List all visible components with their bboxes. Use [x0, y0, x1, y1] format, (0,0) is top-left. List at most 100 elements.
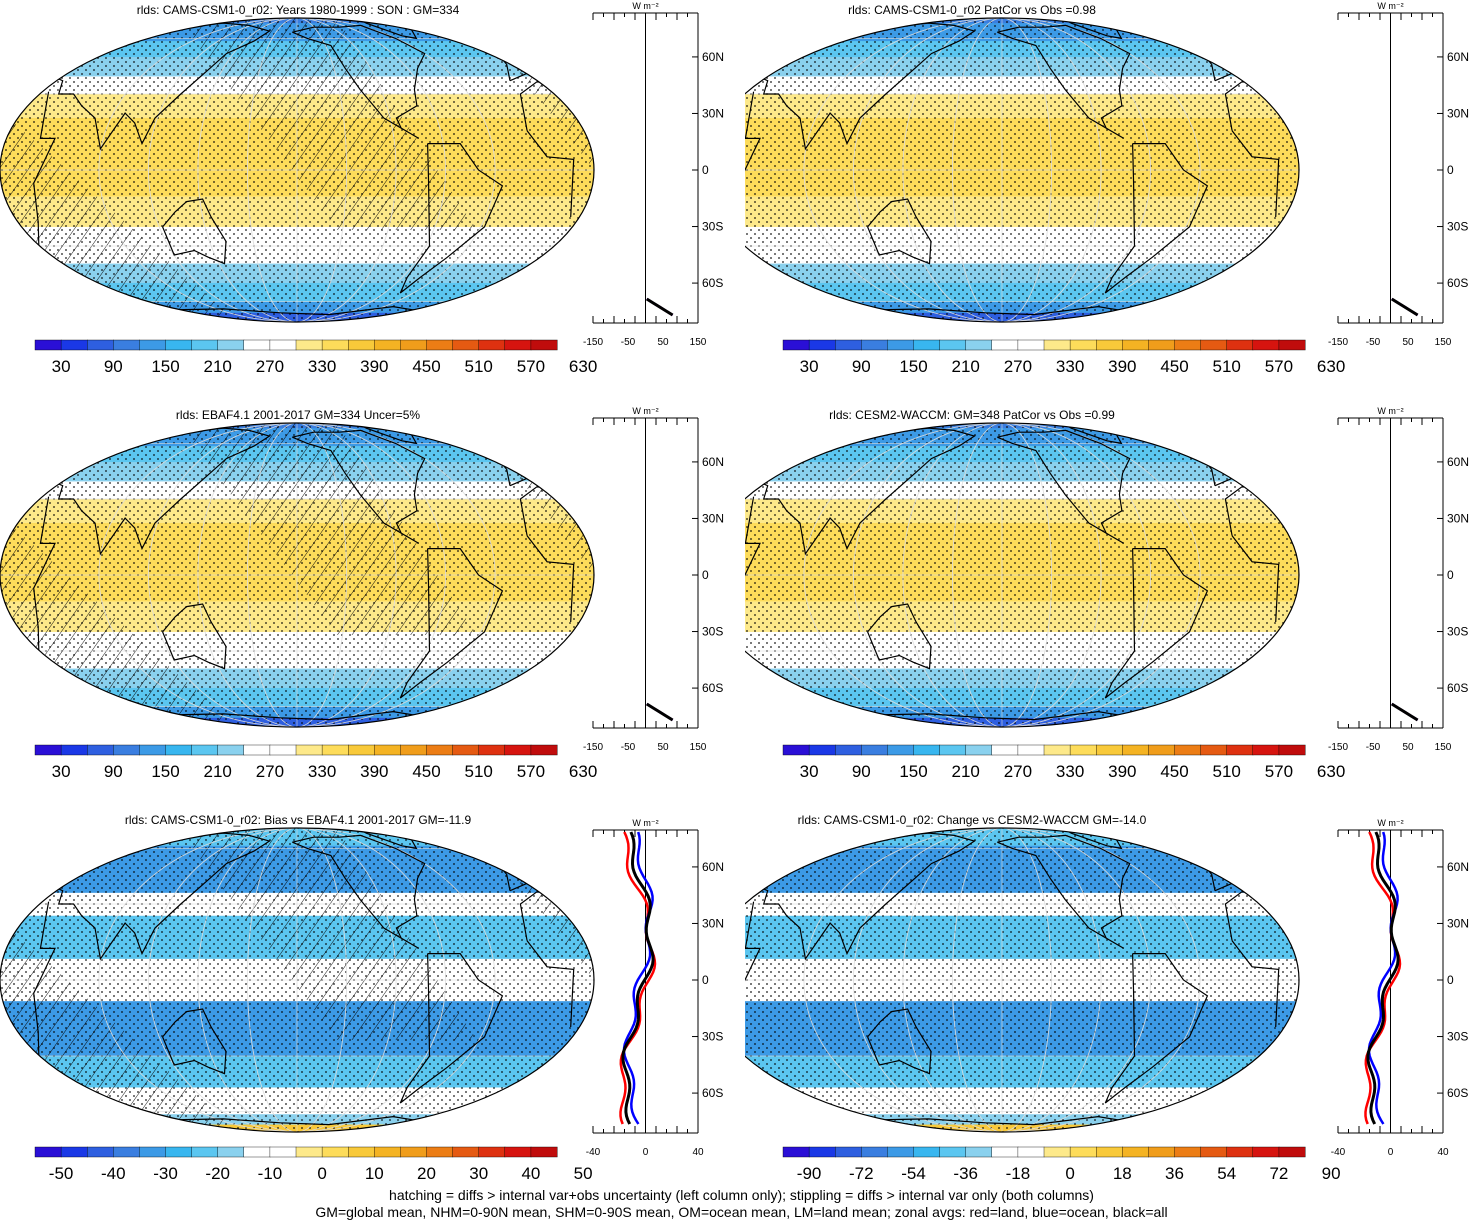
colorbar-swatch	[939, 339, 967, 351]
colorbar-label: 50	[574, 1164, 593, 1183]
colorbar-swatch	[60, 339, 88, 351]
colorbar-swatch	[1043, 744, 1071, 756]
profile-lat-label: 60S	[1447, 681, 1468, 695]
colorbar-label: 570	[517, 357, 545, 376]
profile-lat-label: 30N	[1447, 106, 1469, 120]
colorbar-swatch	[191, 1146, 219, 1158]
colorbar-swatch	[452, 744, 480, 756]
zonal-profile: W m⁻² -40 0 40 60N 30N 0 30S 60S	[1331, 818, 1469, 1158]
colorbar-label: -36	[953, 1164, 978, 1183]
colorbar-swatch	[861, 339, 888, 351]
colorbar-swatch	[86, 339, 114, 351]
profile-lat-label: 30S	[1447, 1030, 1468, 1044]
colorbar-swatch	[139, 1146, 166, 1158]
colorbar: 30 90 150 210 270 330 390 450 510 570 630	[782, 339, 1345, 376]
colorbar-label: 90	[852, 357, 871, 376]
colorbar-swatch	[1069, 339, 1097, 351]
colorbar-swatch	[321, 339, 349, 351]
colorbar-swatch	[86, 1146, 114, 1158]
profile-tick-label: -150	[583, 337, 603, 348]
colorbar-swatch	[348, 339, 375, 351]
colorbar-swatch	[60, 1146, 88, 1158]
colorbar-label: -72	[849, 1164, 874, 1183]
profile-lat-label: 0	[702, 568, 709, 582]
world-map	[745, 18, 1299, 322]
panel-title: rlds: CAMS-CSM1-0_r02: Years 1980-1999 :…	[136, 3, 460, 17]
colorbar-swatch	[426, 744, 454, 756]
panel-graphic: 30 90 150 210 270 330 390 450 510 570 630 W m⁻² -150…	[745, 1, 1469, 376]
colorbar: -50 -40 -30 -20 -10 0 10 20 30 40 50	[34, 1146, 593, 1183]
colorbar-label: 270	[256, 762, 284, 781]
panel-title: rlds: CAMS-CSM1-0_r02 PatCor vs Obs =0.9…	[848, 3, 1096, 17]
world-map	[745, 828, 1299, 1132]
colorbar: -90 -72 -54 -36 -18 0 18 36 54 72 90	[782, 1146, 1341, 1183]
colorbar-label: 0	[1065, 1164, 1074, 1183]
colorbar-swatch	[400, 339, 427, 351]
colorbar-label: -30	[153, 1164, 178, 1183]
colorbar-swatch	[1148, 1146, 1175, 1158]
footer-line-2: GM=global mean, NHM=0-90N mean, SHM=0-90…	[315, 1204, 1168, 1220]
zonal-profile: W m⁻² -150 -50 50 150 60N 30N 0 30S 60S	[1328, 1, 1469, 348]
colorbar-label: 150	[899, 762, 927, 781]
colorbar-label: 18	[1113, 1164, 1132, 1183]
colorbar-label: -90	[797, 1164, 822, 1183]
colorbar-label: 570	[1265, 762, 1293, 781]
profile-lat-label: 30S	[1447, 220, 1468, 234]
colorbar-label: 450	[1160, 762, 1188, 781]
profile-tick-label: 150	[1435, 337, 1452, 348]
profile-lat-label: 60S	[702, 276, 723, 290]
profile-lat-label: 60S	[702, 1086, 723, 1100]
colorbar-swatch	[913, 1146, 941, 1158]
colorbar-label: -54	[901, 1164, 926, 1183]
colorbar-swatch	[452, 339, 480, 351]
colorbar-swatch	[504, 1146, 532, 1158]
colorbar-label: 30	[800, 357, 819, 376]
panel-ebaf-obs: rlds: EBAF4.1 2001-2017 GM=334 Uncer=5% 3…	[0, 405, 745, 805]
colorbar-swatch	[478, 339, 506, 351]
colorbar-swatch	[191, 744, 219, 756]
profile-units: W m⁻²	[1377, 406, 1403, 416]
profile-units: W m⁻²	[1377, 1, 1403, 11]
colorbar-swatch	[1017, 1146, 1045, 1158]
profile-lat-label: 0	[702, 973, 709, 987]
colorbar-swatch	[782, 339, 810, 351]
profile-lat-label: 30N	[1447, 511, 1469, 525]
profile-units: W m⁻²	[1377, 818, 1403, 828]
colorbar-label: -18	[1006, 1164, 1031, 1183]
panel-cesm2-waccm: rlds: CESM2-WACCM: GM=348 PatCor vs Obs …	[745, 405, 1483, 805]
colorbar-swatch	[400, 744, 427, 756]
colorbar-swatch	[1096, 744, 1123, 756]
colorbar-swatch	[808, 744, 836, 756]
colorbar-swatch	[1017, 339, 1045, 351]
profile-tick-label: -150	[1328, 742, 1348, 753]
colorbar-swatch	[113, 744, 140, 756]
colorbar-swatch	[808, 339, 836, 351]
colorbar-label: 450	[412, 762, 440, 781]
colorbar-swatch	[782, 744, 810, 756]
colorbar: 30 90 150 210 270 330 390 450 510 570 630	[34, 744, 597, 781]
profile-tick-label: -40	[586, 1147, 601, 1158]
colorbar-swatch	[243, 1146, 271, 1158]
profile-lat-label: 60S	[1447, 276, 1468, 290]
colorbar-swatch	[1200, 744, 1228, 756]
colorbar-swatch	[808, 1146, 836, 1158]
world-map	[0, 828, 594, 1132]
colorbar-label: 330	[308, 357, 336, 376]
colorbar-swatch	[1069, 744, 1097, 756]
colorbar-swatch	[243, 339, 271, 351]
colorbar-label: 510	[465, 762, 493, 781]
profile-lat-label: 30S	[702, 220, 723, 234]
colorbar-label: 390	[1108, 762, 1136, 781]
colorbar-swatch	[139, 339, 166, 351]
colorbar-swatch	[913, 744, 941, 756]
panel-cams-patcor: rlds: CAMS-CSM1-0_r02 PatCor vs Obs =0.9…	[745, 0, 1483, 400]
profile-tick-label: 150	[690, 742, 707, 753]
colorbar-swatch	[243, 744, 271, 756]
colorbar-swatch	[1252, 744, 1280, 756]
colorbar-swatch	[269, 339, 297, 351]
colorbar-swatch	[965, 339, 993, 351]
colorbar-swatch	[1174, 744, 1202, 756]
profile-lat-label: 30N	[702, 511, 724, 525]
profile-lat-label: 0	[1447, 973, 1454, 987]
colorbar-label: 630	[1317, 357, 1345, 376]
